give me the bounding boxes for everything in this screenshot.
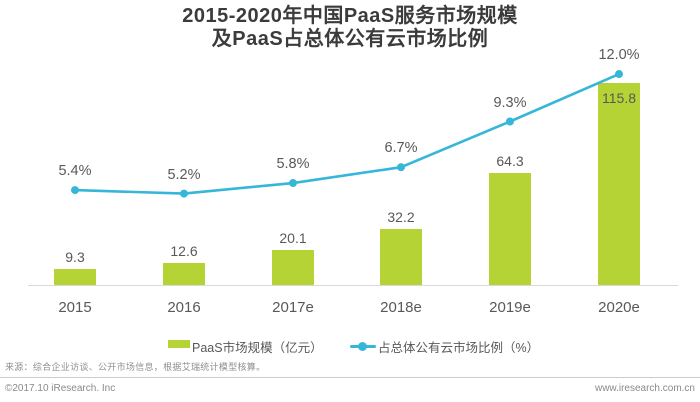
- x-axis-label-2018e: 2018e: [380, 299, 422, 316]
- legend-bar-label: PaaS市场规模（亿元）: [192, 341, 323, 355]
- bar-2020e: [598, 83, 640, 285]
- website-text: www.iresearch.com.cn: [594, 383, 695, 394]
- source-note: 来源：综合企业访谈、公开市场信息，根据艾瑞统计模型核算。: [5, 362, 266, 372]
- bar-2018e: [380, 228, 422, 285]
- legend-line-dot-icon: [358, 342, 367, 351]
- line-value-label-2016: 5.2%: [167, 166, 201, 183]
- chart-title-line2: 及PaaS占总体公有云市场比例: [211, 28, 489, 50]
- x-axis-label-2017e: 2017e: [272, 299, 314, 316]
- line-value-label-2017e: 5.8%: [276, 156, 310, 173]
- legend-line-label: 占总体公有云市场比例（%）: [378, 341, 540, 355]
- bar-2015: [54, 268, 96, 285]
- line-point-2017e: [289, 179, 297, 188]
- line-value-label-2015: 5.4%: [58, 163, 92, 180]
- bar-value-label-2018e: 32.2: [387, 208, 415, 225]
- line-point-2018e: [397, 163, 405, 172]
- bar-2017e: [272, 249, 314, 285]
- bar-value-label-2020e: 115.8: [602, 90, 636, 107]
- copyright-text: ©2017.10 iResearch. Inc: [5, 383, 116, 394]
- line-point-2020e: [615, 70, 623, 79]
- line-value-label-2019e: 9.3%: [493, 94, 527, 111]
- bar-value-label-2015: 9.3: [65, 248, 85, 265]
- bar-value-label-2016: 12.6: [170, 243, 198, 260]
- line-point-2016: [180, 189, 188, 198]
- footer-divider: [0, 377, 700, 378]
- chart-title: 2015-2020年中国PaaS服务市场规模 及PaaS占总体公有云市场比例: [0, 5, 700, 51]
- bar-value-label-2017e: 20.1: [279, 229, 307, 246]
- x-axis-line: [28, 285, 678, 286]
- bar-value-label-2019e: 64.3: [496, 152, 524, 169]
- bar-2019e: [489, 172, 531, 285]
- line-value-label-2018e: 6.7%: [384, 140, 418, 157]
- line-value-label-2020e: 12.0%: [598, 47, 640, 64]
- x-axis-label-2020e: 2020e: [598, 299, 640, 316]
- line-point-2019e: [506, 117, 514, 126]
- legend-bar-swatch: [168, 340, 190, 348]
- bar-2016: [163, 263, 205, 285]
- x-axis-label-2015: 2015: [58, 299, 92, 316]
- chart-title-line1: 2015-2020年中国PaaS服务市场规模: [182, 5, 518, 27]
- x-axis-label-2019e: 2019e: [489, 299, 531, 316]
- line-point-2015: [71, 186, 79, 195]
- x-axis-label-2016: 2016: [167, 299, 201, 316]
